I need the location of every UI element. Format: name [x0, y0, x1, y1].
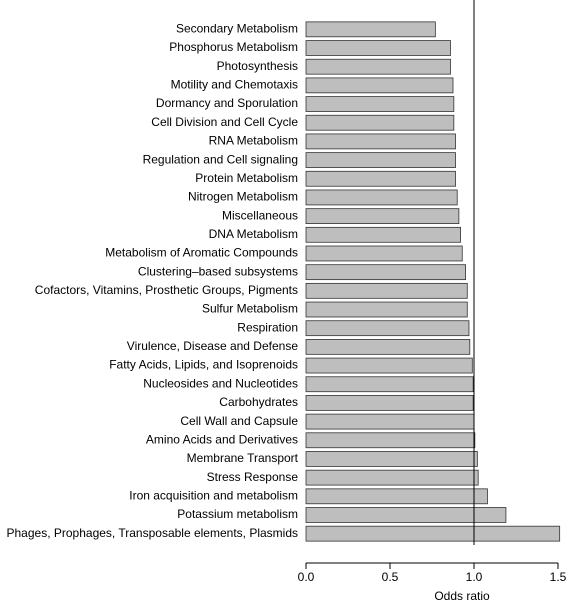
y-tick-label: Respiration	[237, 320, 298, 334]
bar	[305, 488, 488, 505]
y-tick-label: Fatty Acids, Lipids, and Isoprenoids	[109, 358, 298, 372]
y-tick-label: Carbohydrates	[219, 395, 298, 409]
bar	[305, 133, 456, 150]
bar	[305, 40, 451, 56]
y-tick-label: Secondary Metabolism	[176, 22, 298, 36]
y-tick-label: Cofactors, Vitamins, Prosthetic Groups, …	[35, 283, 298, 297]
y-tick-label: Amino Acids and Derivatives	[146, 432, 298, 446]
bar	[305, 114, 455, 131]
x-axis-label: Odds ratio	[434, 589, 490, 603]
y-tick-label: Virulence, Disease and Defense	[127, 339, 299, 353]
y-tick-label: Dormancy and Sporulation	[156, 96, 298, 110]
bar	[305, 507, 507, 523]
bar	[305, 170, 456, 187]
y-tick-label: Stress Response	[207, 470, 299, 484]
y-tick-label: Cell Wall and Capsule	[180, 414, 298, 428]
bar	[305, 413, 475, 430]
bar	[305, 432, 476, 449]
y-tick-label: RNA Metabolism	[209, 134, 298, 148]
bar	[305, 21, 436, 38]
y-tick-label: Miscellaneous	[222, 208, 298, 222]
y-tick-label: Membrane Transport	[187, 451, 299, 465]
bar	[305, 376, 474, 393]
y-tick-label: Clustering–based subsystems	[138, 264, 298, 278]
bar	[305, 320, 470, 337]
bar	[305, 189, 458, 206]
bar	[305, 451, 478, 467]
bar	[305, 152, 456, 168]
bar	[305, 301, 468, 318]
bar	[305, 58, 451, 75]
y-tick-label: DNA Metabolism	[209, 227, 298, 241]
y-tick-label: Cell Division and Cell Cycle	[151, 115, 298, 129]
y-tick-label: Phosphorus Metabolism	[169, 40, 298, 54]
y-tick-label: Phages, Prophages, Transposable elements…	[7, 526, 299, 540]
bar	[305, 96, 455, 112]
x-tick-label: 0.5	[382, 570, 399, 584]
bar	[305, 245, 463, 262]
bar	[305, 208, 460, 224]
y-tick-label: Regulation and Cell signaling	[143, 152, 298, 166]
y-tick-label: Iron acquisition and metabolism	[129, 488, 298, 502]
bar	[305, 469, 479, 486]
bar	[305, 77, 454, 94]
bar	[305, 395, 474, 411]
bar	[305, 357, 473, 374]
bar	[305, 264, 467, 281]
y-tick-label: Motility and Chemotaxis	[171, 78, 298, 92]
x-tick-label: 1.0	[466, 570, 483, 584]
y-tick-label: Metabolism of Aromatic Compounds	[105, 246, 298, 260]
y-tick-label: Protein Metabolism	[195, 171, 298, 185]
y-tick-label: Potassium metabolism	[177, 507, 298, 521]
y-tick-label: Nitrogen Metabolism	[188, 190, 298, 204]
bar	[305, 525, 561, 542]
y-tick-label: Nucleosides and Nucleotides	[143, 376, 298, 390]
x-tick-label: 0.0	[298, 570, 315, 584]
x-tick-label: 1.5	[550, 570, 567, 584]
y-tick-label: Sulfur Metabolism	[202, 302, 298, 316]
y-tick-label: Photosynthesis	[217, 59, 298, 73]
bar	[305, 282, 468, 299]
bar	[305, 339, 471, 355]
bar	[305, 226, 461, 243]
